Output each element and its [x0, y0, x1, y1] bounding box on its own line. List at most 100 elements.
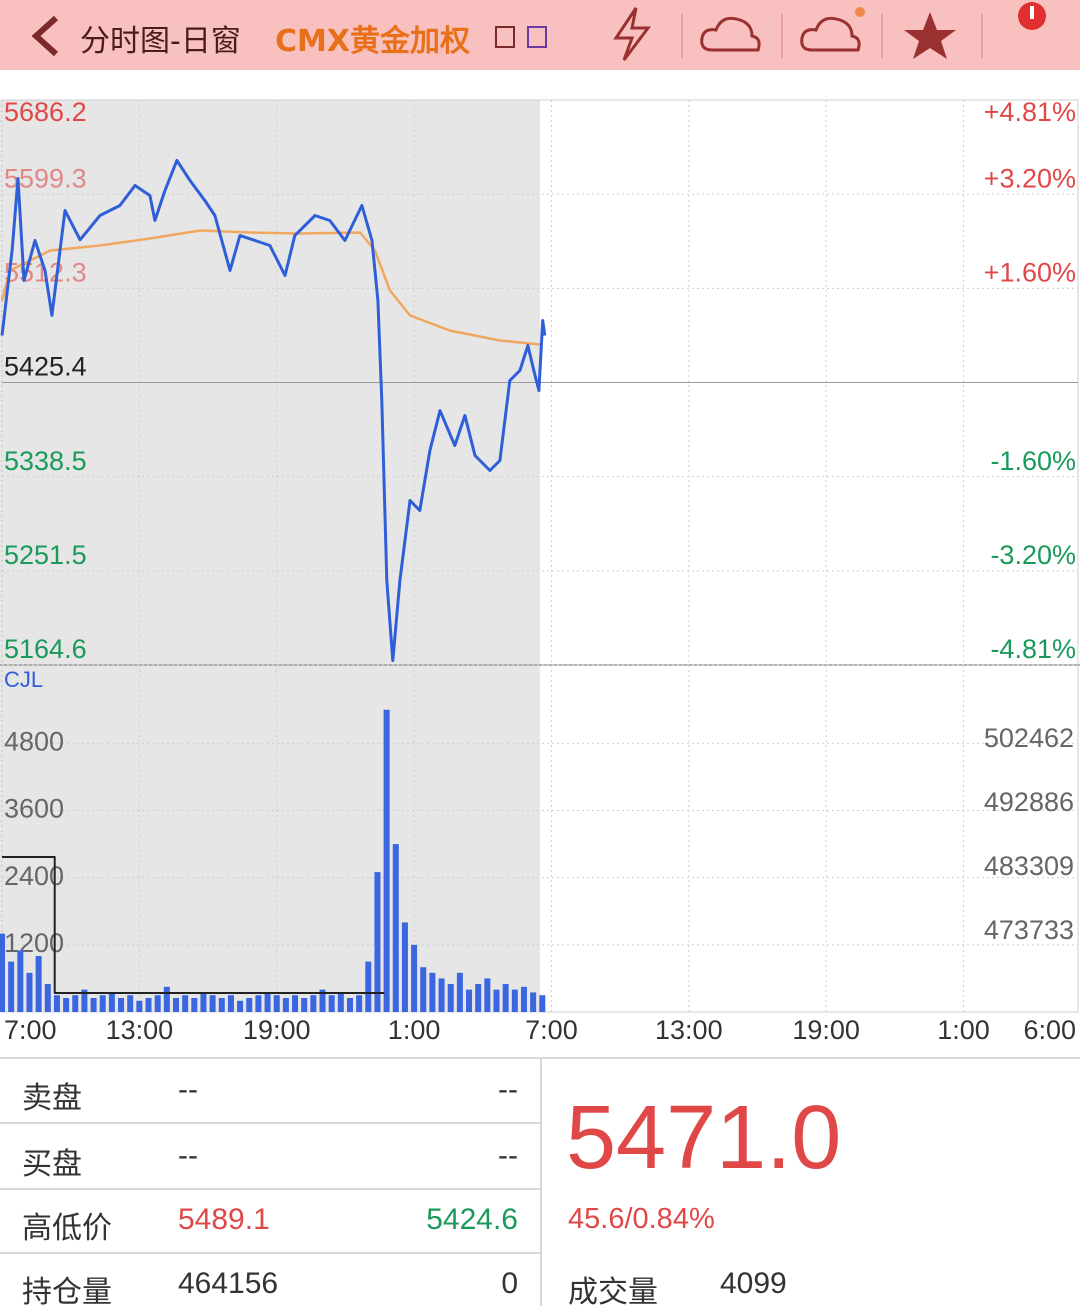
- volume-bar: [182, 995, 189, 1012]
- row-value: --: [498, 1139, 518, 1172]
- y2-tick-label: 473733: [984, 915, 1074, 945]
- volume-bar: [374, 872, 381, 1012]
- volume-bar: [17, 950, 24, 1012]
- volume-bar: [539, 995, 546, 1012]
- volume-bar: [218, 998, 225, 1012]
- y2-tick-label: 483309: [984, 851, 1074, 881]
- line: [0, 158, 547, 663]
- volume-bar: [191, 998, 198, 1012]
- y2-tick-label: 492886: [984, 787, 1074, 817]
- volume-bar: [118, 998, 125, 1012]
- x-tick-label: 13:00: [106, 1015, 174, 1045]
- x-tick-label: 13:00: [655, 1015, 723, 1045]
- alert-mark: [1030, 6, 1034, 19]
- row-value: 0: [501, 1267, 518, 1300]
- volume-bar: [429, 972, 436, 1012]
- volume-bar: [99, 995, 106, 1012]
- volume-bar: [8, 961, 15, 1012]
- y-right-label: +1.60%: [984, 257, 1076, 287]
- row-label: 持仓量: [22, 1276, 112, 1309]
- row-value: --: [178, 1139, 198, 1172]
- cloud-icon[interactable]: [700, 16, 761, 52]
- volume-bar: [26, 972, 33, 1012]
- volume-bar: [411, 944, 418, 1012]
- y-tick-label: 3600: [4, 794, 64, 824]
- volume-bar: [136, 1000, 143, 1012]
- divider: [540, 1059, 542, 1306]
- back-button[interactable]: [31, 15, 59, 57]
- volume-bar: [301, 998, 308, 1012]
- upload-icon[interactable]: [800, 16, 861, 52]
- icon[interactable]: [527, 26, 547, 48]
- volume-bar: [328, 995, 335, 1012]
- y2-tick-label: 502462: [984, 723, 1074, 753]
- volume-bar: [383, 709, 390, 1012]
- volume-bar: [127, 995, 134, 1012]
- volume-bar: [466, 989, 473, 1012]
- row-label: 高低价: [22, 1212, 112, 1245]
- icon[interactable]: [495, 26, 515, 48]
- line: [0, 229, 541, 346]
- y-tick-label: 5686.2: [4, 97, 87, 127]
- last-price: 5471.0: [566, 1088, 842, 1188]
- row-value: --: [498, 1073, 518, 1106]
- volume-bar: [273, 995, 280, 1012]
- volume-bar: [292, 995, 299, 1012]
- volume-bar: [172, 998, 179, 1012]
- row-label: 卖盘: [22, 1082, 82, 1115]
- volume-bar: [255, 995, 262, 1012]
- x-tick-label: 7:00: [4, 1015, 57, 1045]
- row-value: 464156: [178, 1267, 279, 1300]
- volume-bar: [484, 978, 491, 1012]
- y-tick-label: 5338.5: [4, 446, 87, 476]
- volume-bar: [356, 995, 363, 1012]
- volume-bar: [282, 998, 289, 1012]
- x-tick-label: 1:00: [937, 1015, 990, 1045]
- quote-panel: 卖盘 -- -- 买盘 -- -- 高低价 5489.1 5424.6 持仓量 …: [0, 1057, 1080, 1309]
- row-label: 买盘: [22, 1148, 82, 1181]
- y-right-label: -3.20%: [990, 540, 1076, 570]
- volume-bar: [246, 998, 253, 1012]
- volume-label: 成交量: [568, 1276, 658, 1309]
- volume-bar: [420, 967, 427, 1012]
- y-right-label: +4.81%: [984, 97, 1076, 127]
- badge: [855, 7, 865, 17]
- volume-bar: [108, 992, 115, 1012]
- row-value: --: [178, 1073, 198, 1106]
- volume-bar: [401, 922, 408, 1012]
- volume-bar: [209, 995, 216, 1012]
- volume-bar: [438, 978, 445, 1012]
- volume-bar: [53, 995, 60, 1012]
- volume-bar: [264, 992, 271, 1012]
- volume-bar: [337, 992, 344, 1012]
- volume-bar: [0, 933, 5, 1012]
- x-tick-label: 6:00: [1023, 1015, 1076, 1045]
- price-change: 45.6/0.84%: [568, 1203, 715, 1235]
- header-icons: [31, 2, 1046, 61]
- page-title: 分时图-日窗: [80, 24, 241, 59]
- volume-bar: [35, 956, 42, 1012]
- volume-bar: [365, 961, 372, 1012]
- x-tick-label: 1:00: [388, 1015, 441, 1045]
- x-tick-label: 7:00: [525, 1015, 578, 1045]
- volume-bar: [520, 986, 527, 1012]
- y-tick-label: 5425.4: [4, 352, 87, 382]
- line: [2, 856, 385, 994]
- volume-bar: [493, 989, 500, 1012]
- volume-bar: [319, 989, 326, 1012]
- divider: [0, 1252, 540, 1254]
- y-tick-label: 4800: [4, 726, 64, 756]
- star-icon[interactable]: [904, 12, 956, 59]
- y-tick-label: 5251.5: [4, 540, 87, 570]
- volume-bar: [511, 989, 518, 1012]
- volume-bar: [530, 992, 537, 1012]
- elapsed-area: [2, 100, 540, 1012]
- chart: CJL 7:00 13:00 19:00 1:00 7:00 13:00 19:00 1:00…: [0, 97, 1080, 1045]
- flash-icon[interactable]: [613, 7, 651, 61]
- x-tick-label: 19:00: [243, 1015, 311, 1045]
- low-price: 5424.6: [426, 1203, 518, 1236]
- volume-bar: [81, 989, 88, 1012]
- volume-bar: [310, 995, 317, 1012]
- volume-bar: [163, 986, 170, 1012]
